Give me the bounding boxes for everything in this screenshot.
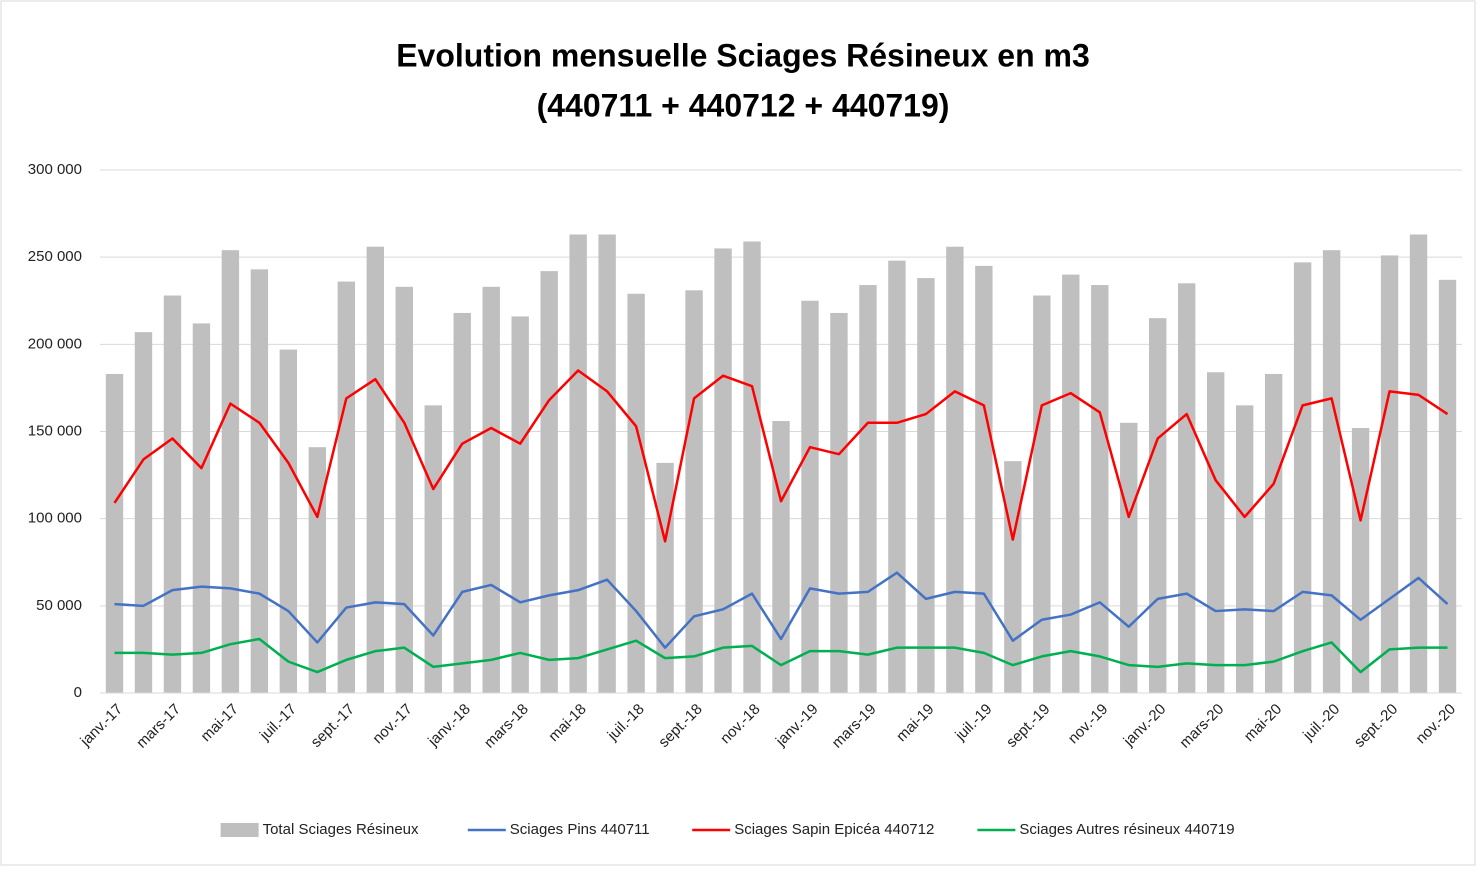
bar: [714, 248, 732, 693]
bar: [1264, 373, 1283, 693]
bar: [598, 234, 616, 693]
bar: [511, 316, 529, 693]
bar: [1178, 283, 1196, 693]
legend-label: Total Sciages Résineux: [263, 821, 419, 838]
bar: [105, 373, 124, 693]
bar: [192, 323, 211, 693]
y-tick-label: 300 000: [28, 161, 82, 178]
line: [114, 571, 1449, 649]
bar: [395, 286, 413, 693]
line: [113, 369, 1449, 543]
chart-title: (440711 + 440712 + 440719): [537, 87, 950, 123]
legend-label: Sciages Sapin Epicéa 440712: [734, 821, 934, 838]
legend-label: Sciages Pins 440711: [510, 821, 650, 838]
y-tick-label: 150 000: [28, 422, 82, 439]
bar: [250, 269, 269, 693]
chart-title: Evolution mensuelle Sciages Résineux en …: [396, 37, 1090, 73]
bar: [569, 234, 587, 693]
bar: [1380, 255, 1399, 693]
legend-swatch: [220, 823, 259, 837]
bar: [1004, 461, 1022, 693]
bar: [308, 447, 327, 693]
bar: [888, 260, 906, 693]
bar: [1206, 372, 1225, 693]
bar: [772, 421, 790, 693]
bar: [859, 285, 877, 693]
legend-label: Sciages Autres résineux 440719: [1019, 821, 1234, 838]
bar: [946, 246, 964, 693]
y-tick-label: 50 000: [36, 597, 82, 614]
bar: [1120, 422, 1138, 693]
bar: [453, 312, 471, 693]
y-tick-label: 250 000: [28, 248, 82, 265]
bar: [975, 265, 993, 693]
bar: [1149, 318, 1167, 693]
bar: [685, 290, 703, 693]
bar: [134, 332, 153, 693]
bar: [221, 250, 240, 693]
bar: [1062, 274, 1080, 693]
bar: [801, 300, 819, 693]
bar: [366, 246, 384, 693]
bar: [1409, 234, 1428, 693]
y-tick-label: 200 000: [28, 335, 82, 352]
y-tick-label: 0: [74, 684, 82, 701]
bar: [743, 241, 761, 693]
bar: [830, 312, 848, 693]
bar: [1351, 428, 1370, 693]
line: [114, 637, 1448, 674]
bar: [540, 271, 558, 693]
bar: [1322, 250, 1341, 693]
bar: [1235, 405, 1254, 693]
bar: [627, 293, 645, 693]
y-tick-label: 100 000: [28, 510, 82, 527]
bar: [337, 281, 356, 693]
bar: [1293, 262, 1312, 693]
bar: [279, 349, 298, 693]
bar: [1091, 285, 1109, 693]
bar: [1033, 295, 1051, 693]
bar: [1438, 279, 1457, 693]
bar: [424, 405, 442, 693]
bar: [482, 286, 500, 693]
bar: [163, 295, 182, 693]
bar: [917, 278, 935, 693]
